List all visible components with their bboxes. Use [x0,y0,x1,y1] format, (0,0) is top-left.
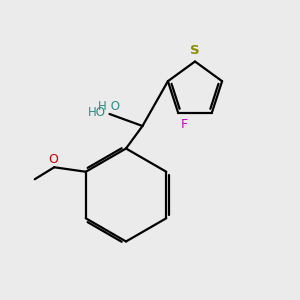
Text: H: H [98,100,107,112]
Text: F: F [181,118,188,130]
Text: O: O [48,153,58,166]
Text: O: O [107,100,120,112]
Text: HO: HO [88,106,106,119]
Text: S: S [190,44,200,57]
